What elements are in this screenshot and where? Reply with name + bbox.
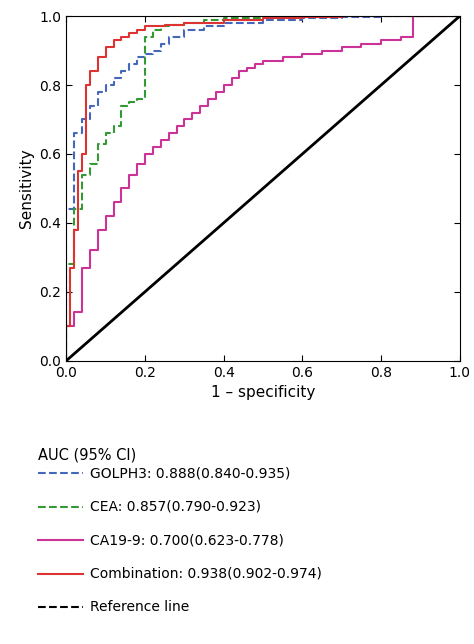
Y-axis label: Sensitivity: Sensitivity bbox=[19, 149, 34, 228]
X-axis label: 1 – specificity: 1 – specificity bbox=[211, 385, 315, 400]
Text: AUC (95% CI): AUC (95% CI) bbox=[38, 448, 136, 462]
Text: GOLPH3: 0.888(0.840-0.935): GOLPH3: 0.888(0.840-0.935) bbox=[90, 466, 291, 480]
Text: Combination: 0.938(0.902-0.974): Combination: 0.938(0.902-0.974) bbox=[90, 567, 322, 581]
Text: CA19-9: 0.700(0.623-0.778): CA19-9: 0.700(0.623-0.778) bbox=[90, 533, 284, 547]
Text: CEA: 0.857(0.790-0.923): CEA: 0.857(0.790-0.923) bbox=[90, 500, 261, 514]
Text: Reference line: Reference line bbox=[90, 600, 189, 614]
